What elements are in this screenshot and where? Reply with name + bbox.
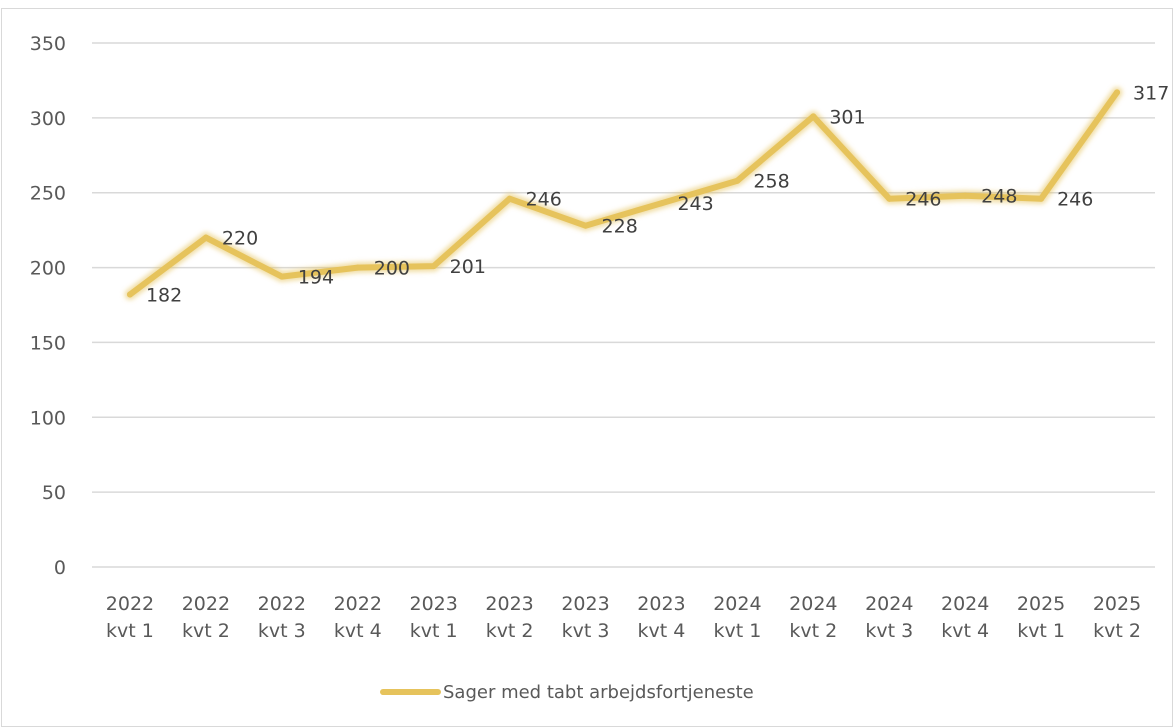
x-tick-label: 2022 kvt 2 [182, 593, 230, 642]
x-tick-label: 2024 kvt 2 [789, 593, 837, 642]
x-tick-quarter: kvt 4 [638, 620, 686, 642]
x-tick-quarter: kvt 1 [1017, 620, 1065, 642]
data-label: 200 [374, 258, 410, 280]
data-point [202, 234, 209, 241]
data-label: 201 [450, 256, 486, 278]
data-point [886, 195, 893, 202]
data-label: 301 [829, 106, 865, 128]
y-axis: 0 50 100 150 200 250 300 350 [30, 33, 66, 579]
x-tick-year: 2024 [865, 593, 913, 615]
x-tick-year: 2022 [106, 593, 154, 615]
x-tick-label: 2022 kvt 3 [258, 593, 306, 642]
data-label: 246 [1057, 189, 1093, 211]
x-tick-year: 2023 [637, 593, 685, 615]
data-label: 182 [146, 285, 182, 307]
x-tick-quarter: kvt 4 [334, 620, 382, 642]
x-tick-year: 2022 [258, 593, 306, 615]
data-point [962, 192, 969, 199]
x-tick-label: 2023 kvt 2 [485, 593, 533, 642]
x-tick-year: 2024 [713, 593, 761, 615]
data-point [1114, 89, 1121, 96]
x-tick-label: 2023 kvt 3 [561, 593, 609, 642]
x-tick-quarter: kvt 2 [1093, 620, 1141, 642]
x-tick-quarter: kvt 3 [562, 620, 610, 642]
data-point [430, 263, 437, 270]
data-point [126, 291, 133, 298]
y-tick-label: 150 [30, 332, 66, 354]
x-tick-label: 2024 kvt 1 [713, 593, 761, 642]
y-tick-label: 200 [30, 258, 66, 280]
x-tick-year: 2023 [561, 593, 609, 615]
chart-frame [1, 8, 1173, 727]
x-tick-quarter: kvt 2 [789, 620, 837, 642]
x-tick-quarter: kvt 1 [410, 620, 458, 642]
series-group [124, 86, 1123, 300]
y-tick-label: 250 [30, 183, 66, 205]
x-tick-year: 2024 [941, 593, 989, 615]
data-labels: 182 220 194 200 201 246 228 243 258 301 246 248 246 3… [146, 82, 1169, 306]
y-tick-label: 50 [42, 482, 66, 504]
data-point [354, 264, 361, 271]
x-tick-label: 2022 kvt 1 [106, 593, 154, 642]
x-tick-label: 2024 kvt 3 [865, 593, 913, 642]
y-tick-label: 350 [30, 33, 66, 55]
gridlines [92, 42, 1155, 568]
x-tick-quarter: kvt 1 [106, 620, 154, 642]
x-tick-year: 2023 [409, 593, 457, 615]
x-tick-year: 2022 [182, 593, 230, 615]
x-tick-label: 2023 kvt 4 [637, 593, 685, 642]
x-tick-quarter: kvt 2 [182, 620, 230, 642]
x-tick-label: 2025 kvt 2 [1093, 593, 1141, 642]
data-point [734, 177, 741, 184]
data-label: 228 [602, 216, 638, 238]
x-tick-label: 2023 kvt 1 [409, 593, 457, 642]
x-tick-year: 2023 [485, 593, 533, 615]
data-label: 246 [526, 189, 562, 211]
y-tick-label: 100 [30, 407, 66, 429]
legend: Sager med tabt arbejdsfortjeneste [378, 682, 754, 703]
x-tick-quarter: kvt 3 [258, 620, 306, 642]
x-tick-quarter: kvt 3 [865, 620, 913, 642]
data-point [1038, 195, 1045, 202]
x-tick-quarter: kvt 1 [713, 620, 761, 642]
x-tick-quarter: kvt 2 [486, 620, 534, 642]
data-point [582, 222, 589, 229]
x-tick-quarter: kvt 4 [941, 620, 989, 642]
y-tick-label: 0 [54, 557, 66, 579]
data-point [658, 200, 665, 207]
data-point [810, 113, 817, 120]
x-tick-year: 2025 [1093, 593, 1141, 615]
data-label: 258 [753, 171, 789, 193]
data-label: 248 [981, 186, 1017, 208]
data-label: 317 [1133, 82, 1169, 104]
data-label: 220 [222, 228, 258, 250]
data-label: 246 [905, 189, 941, 211]
legend-label: Sager med tabt arbejdsfortjeneste [443, 682, 754, 703]
x-tick-year: 2025 [1017, 593, 1065, 615]
data-point [506, 195, 513, 202]
data-point [278, 273, 285, 280]
data-label: 243 [677, 193, 713, 215]
data-label: 194 [298, 267, 334, 289]
series-line [127, 89, 1120, 298]
y-tick-label: 300 [30, 108, 66, 130]
x-tick-year: 2024 [789, 593, 837, 615]
x-tick-label: 2022 kvt 4 [334, 593, 382, 642]
x-tick-label: 2024 kvt 4 [941, 593, 989, 642]
x-tick-label: 2025 kvt 1 [1017, 593, 1065, 642]
x-tick-year: 2022 [334, 593, 382, 615]
